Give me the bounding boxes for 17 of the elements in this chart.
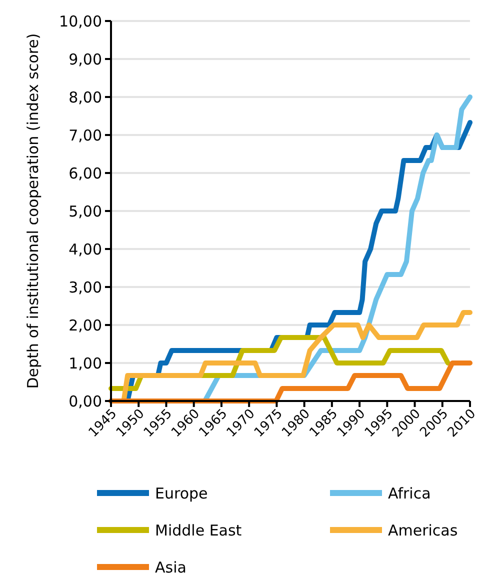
- y-tick-label: 1,00: [68, 354, 102, 372]
- y-tick-label: 6,00: [68, 164, 102, 182]
- y-axis-title: Depth of institutional cooperation (index score): [24, 33, 42, 389]
- y-tick-label: 7,00: [68, 126, 102, 144]
- y-tick-label: 8,00: [68, 88, 102, 106]
- y-tick-label: 2,00: [68, 316, 102, 334]
- y-tick-label: 0,00: [68, 392, 102, 410]
- legend-label: Europe: [155, 484, 208, 502]
- y-tick-label: 10,00: [59, 12, 102, 30]
- y-tick-label: 3,00: [68, 278, 102, 296]
- y-tick-label: 5,00: [68, 202, 102, 220]
- y-tick-label: 9,00: [68, 50, 102, 68]
- legend-label: Asia: [155, 558, 186, 573]
- legend-label: Africa: [388, 484, 431, 502]
- legend-label: Americas: [388, 521, 458, 540]
- legend-label: Middle East: [155, 521, 242, 540]
- y-tick-label: 4,00: [68, 240, 102, 258]
